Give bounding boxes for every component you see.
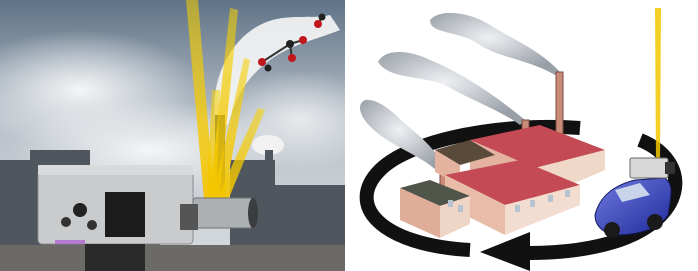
page: {} xyxy=(0,0,698,271)
scene xyxy=(0,0,698,271)
car-beam xyxy=(655,8,661,165)
illustration-panel xyxy=(345,0,698,271)
ground xyxy=(0,245,345,271)
photo-panel xyxy=(0,0,380,271)
